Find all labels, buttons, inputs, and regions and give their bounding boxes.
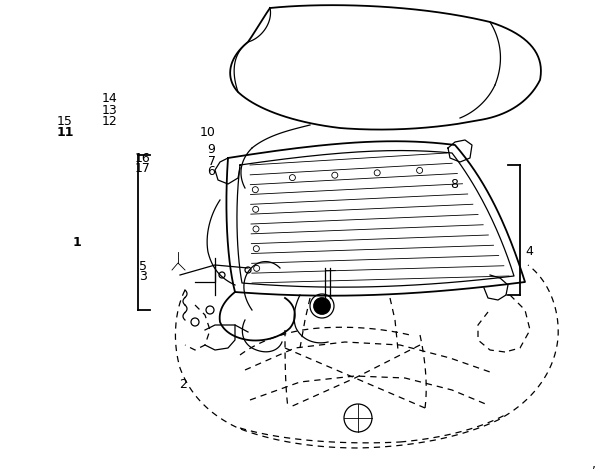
Text: 6: 6 — [207, 165, 216, 179]
Text: 9: 9 — [207, 143, 216, 156]
Circle shape — [314, 298, 330, 314]
Text: 11: 11 — [56, 125, 74, 139]
Text: 17: 17 — [135, 162, 151, 175]
Text: 8: 8 — [450, 178, 458, 191]
Text: 1: 1 — [73, 236, 81, 249]
Text: 4: 4 — [525, 245, 533, 258]
Text: 10: 10 — [200, 126, 215, 140]
Text: ,: , — [592, 458, 596, 471]
Text: 2: 2 — [179, 378, 188, 391]
Text: 12: 12 — [102, 114, 118, 128]
Text: 13: 13 — [102, 104, 118, 117]
Text: 14: 14 — [102, 92, 118, 105]
Text: 7: 7 — [207, 155, 216, 168]
Text: 3: 3 — [139, 270, 147, 283]
Text: 15: 15 — [57, 114, 73, 128]
Text: 16: 16 — [135, 152, 151, 165]
Text: 5: 5 — [139, 259, 147, 273]
